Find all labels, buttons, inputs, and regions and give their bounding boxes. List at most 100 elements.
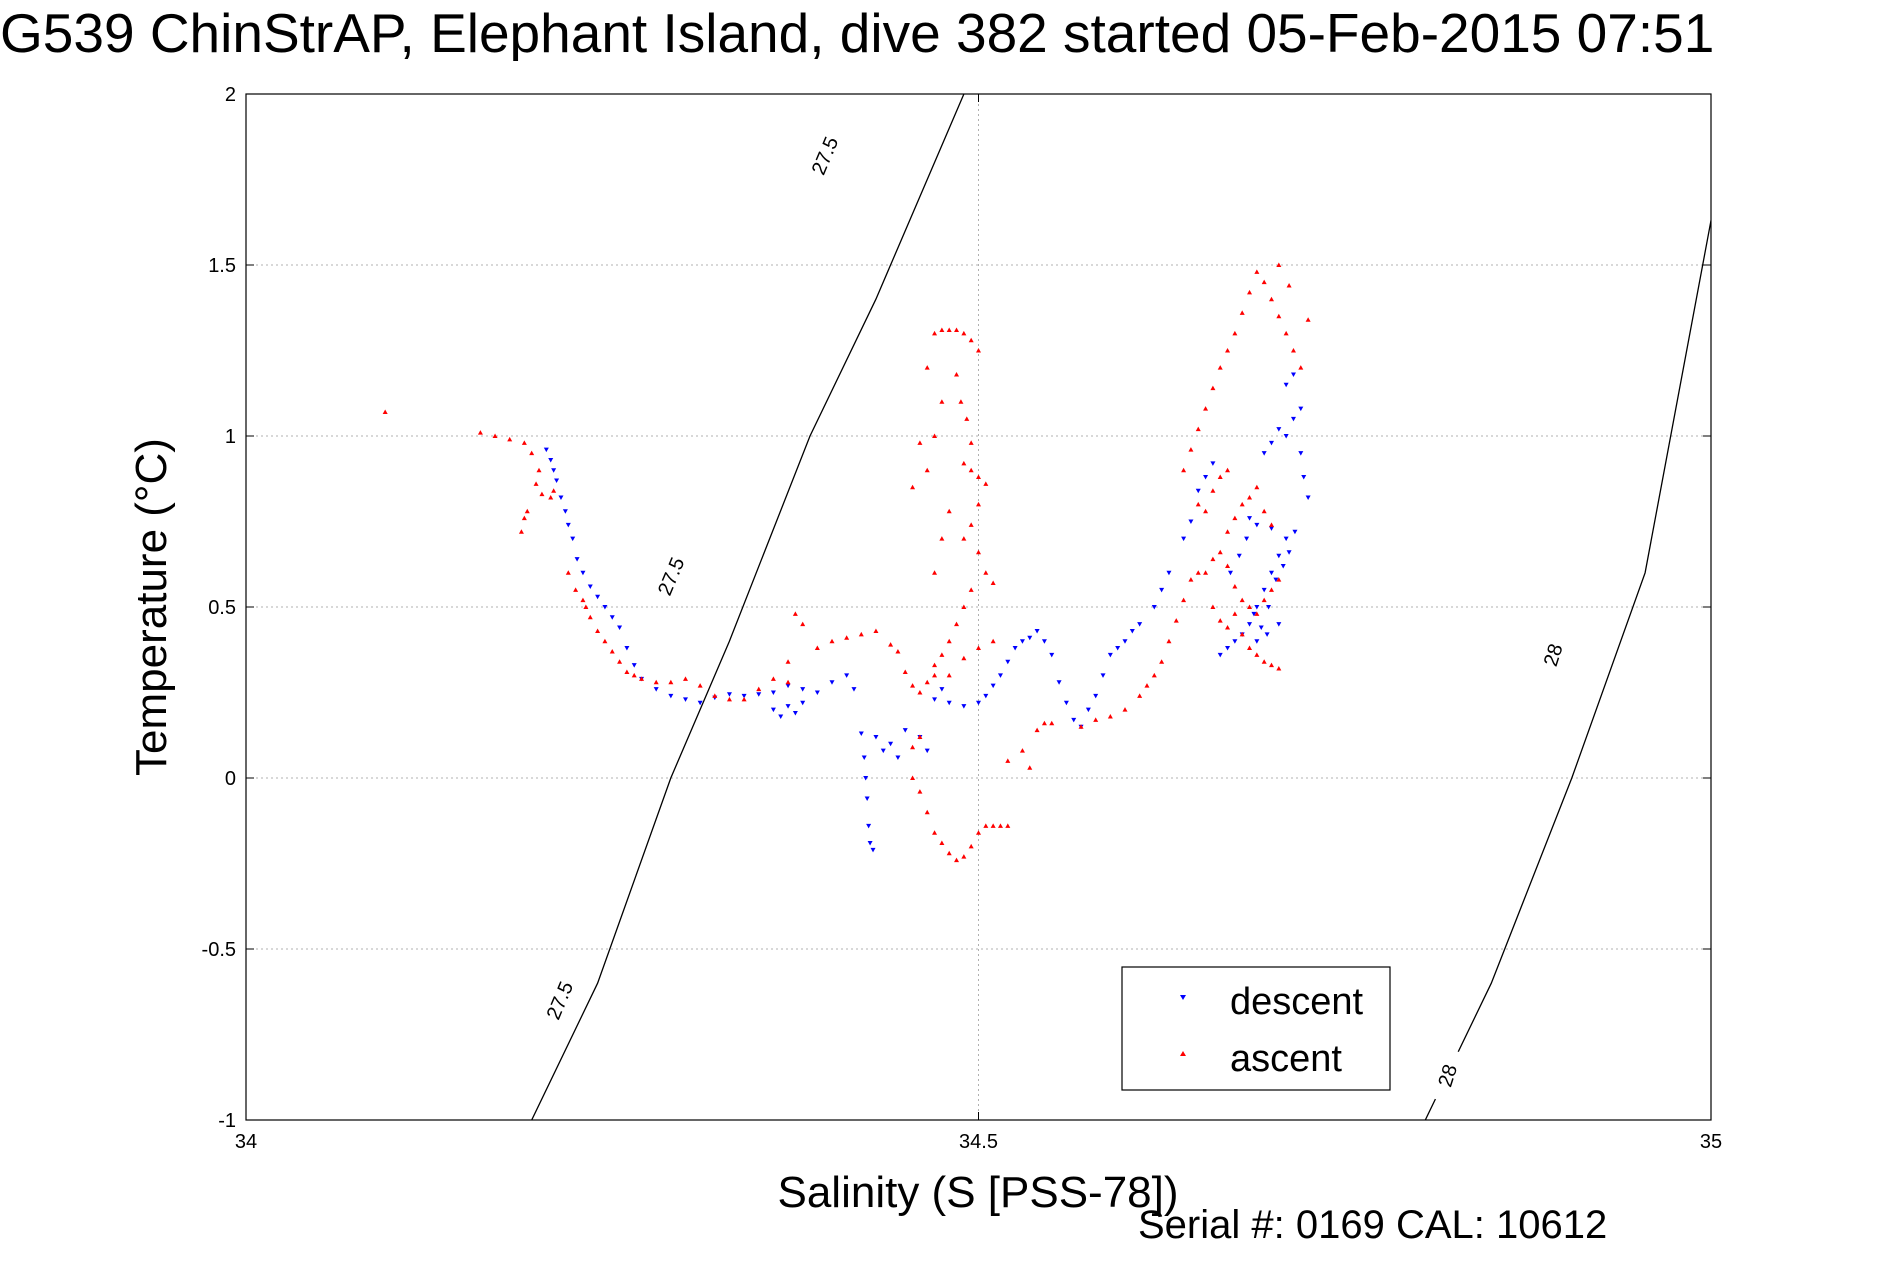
descent-point xyxy=(976,700,981,706)
ascent-point xyxy=(976,501,981,507)
ascent-point xyxy=(873,628,879,633)
ascent-point xyxy=(858,631,864,637)
ascent-point xyxy=(1269,296,1274,302)
descent-point xyxy=(653,687,659,692)
ascent-point xyxy=(990,638,996,644)
ascent-point xyxy=(814,645,820,651)
descent-point xyxy=(631,663,637,668)
descent-point xyxy=(814,690,820,695)
ascent-point xyxy=(968,522,974,527)
ascent-point xyxy=(539,491,545,497)
descent-point xyxy=(1280,563,1286,569)
ascent-point xyxy=(631,672,637,678)
descent-point xyxy=(1276,427,1282,432)
ascent-point xyxy=(1286,283,1292,288)
descent-point xyxy=(548,457,554,463)
ascent-point xyxy=(1276,577,1282,582)
ascent-point xyxy=(1041,720,1047,726)
ascent-point xyxy=(1254,484,1260,490)
ascent-point xyxy=(792,611,798,616)
descent-point xyxy=(1129,628,1135,634)
x-tick-label: 35 xyxy=(1700,1131,1722,1153)
ascent-point xyxy=(1261,508,1267,514)
ascent-point xyxy=(946,672,952,678)
ascent-point xyxy=(1290,348,1296,353)
y-tick-label: -1 xyxy=(218,1110,236,1132)
grid-lines xyxy=(246,94,1711,1120)
descent-point xyxy=(741,693,747,699)
y-axis-label: Temperature (°C) xyxy=(127,438,176,776)
descent-point xyxy=(888,741,894,747)
descent-point xyxy=(932,697,938,702)
ascent-point xyxy=(1203,406,1209,411)
ascent-point xyxy=(895,648,901,654)
ascent-point xyxy=(1019,748,1025,753)
ascent-point xyxy=(1049,720,1055,726)
descent-point xyxy=(880,748,886,754)
descent-point xyxy=(1034,628,1040,634)
descent-point xyxy=(1247,622,1253,627)
ascent-point xyxy=(946,508,952,514)
ascent-point xyxy=(1122,707,1128,712)
descent-point xyxy=(551,468,557,473)
ascent-point xyxy=(910,775,916,780)
legend-descent-label: descent xyxy=(1230,981,1364,1023)
ascent-point xyxy=(617,659,623,664)
ascent-point xyxy=(990,823,996,828)
descent-point xyxy=(1298,451,1304,456)
ascent-point xyxy=(1239,310,1245,315)
descent-point xyxy=(697,700,703,706)
ascent-point xyxy=(668,679,674,685)
descent-point xyxy=(939,687,945,692)
descent-point xyxy=(1290,416,1296,422)
ascent-point xyxy=(932,570,938,575)
descent-point xyxy=(873,734,879,740)
descent-point xyxy=(1276,553,1282,559)
y-tick-label: 1 xyxy=(225,426,236,448)
ascent-point xyxy=(990,580,996,586)
ascent-point xyxy=(976,474,981,480)
descent-point xyxy=(770,690,776,695)
descent-point xyxy=(602,605,608,610)
descent-point xyxy=(867,840,873,846)
x-axis-label: Salinity (S [PSS-78]) xyxy=(777,1168,1178,1217)
ascent-point xyxy=(573,587,579,592)
ascent-point xyxy=(785,679,791,685)
ascent-point xyxy=(1217,365,1223,370)
descent-point xyxy=(1137,622,1143,627)
ascent-point xyxy=(1225,563,1231,568)
descent-point xyxy=(683,697,688,702)
ascent-point xyxy=(1005,823,1011,828)
ascent-point xyxy=(1261,659,1267,664)
descent-point xyxy=(1261,451,1267,456)
ascent-point xyxy=(917,734,923,739)
descent-point xyxy=(1122,639,1128,644)
y-tick-label: 0.5 xyxy=(208,597,236,619)
descent-point xyxy=(1254,522,1260,528)
isopycnal-label-mask xyxy=(650,547,692,605)
ascent-point xyxy=(946,850,952,856)
ascent-point xyxy=(1034,727,1040,733)
descent-point xyxy=(866,823,872,829)
ascent-point xyxy=(939,840,945,845)
ascent-point xyxy=(924,679,930,685)
y-tick-label: 2 xyxy=(225,84,236,106)
isopycnal-label-mask xyxy=(1534,626,1572,683)
descent-point xyxy=(1071,717,1077,723)
ascent-point xyxy=(518,529,524,534)
ascent-point xyxy=(917,789,923,794)
ascent-point xyxy=(976,645,981,651)
descent-point xyxy=(1292,529,1298,535)
ascent-point xyxy=(888,642,894,647)
descent-point xyxy=(1056,680,1062,685)
ascent-point xyxy=(939,399,945,404)
ascent-point xyxy=(917,440,923,445)
ascent-point xyxy=(1239,597,1245,603)
ascent-point xyxy=(964,416,970,421)
descent-point xyxy=(1159,587,1165,593)
descent-point xyxy=(1166,570,1172,576)
ascent-point xyxy=(1276,262,1282,267)
ascent-point xyxy=(983,481,989,486)
descent-point xyxy=(829,680,835,685)
descent-point xyxy=(580,570,586,576)
